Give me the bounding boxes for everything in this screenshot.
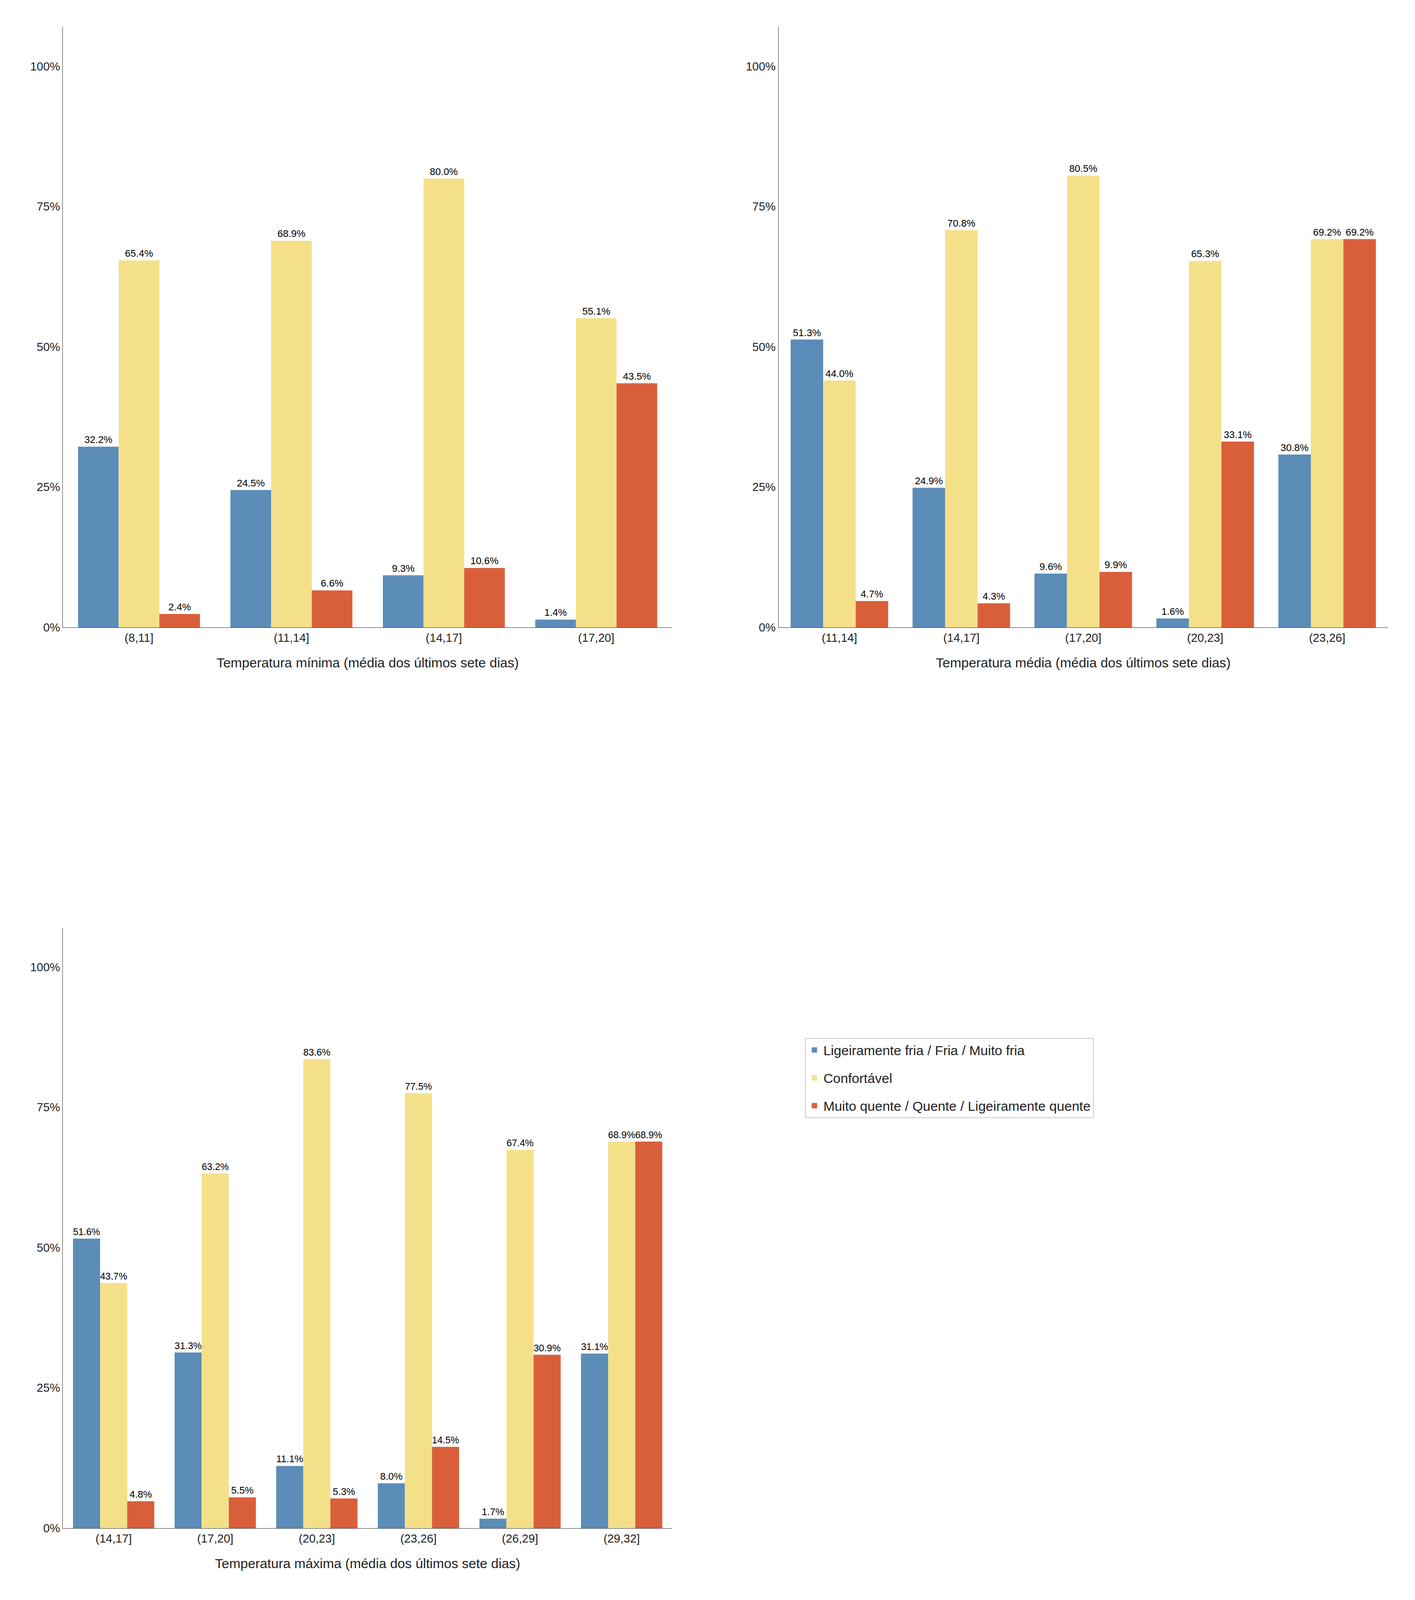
svg-text:69.2%: 69.2% [1345,226,1374,238]
svg-text:(20,23]: (20,23] [298,1531,336,1546]
svg-text:31.1%: 31.1% [581,1341,609,1353]
svg-text:(17,20]: (17,20] [1064,630,1102,645]
svg-text:63.2%: 63.2% [201,1161,229,1173]
svg-text:6.6%: 6.6% [320,577,344,589]
svg-text:30.8%: 30.8% [1280,442,1309,454]
svg-text:24.9%: 24.9% [914,475,943,487]
svg-text:68.9%: 68.9% [608,1129,636,1141]
svg-text:(14,17]: (14,17] [95,1531,132,1546]
svg-text:68.9%: 68.9% [635,1129,662,1141]
svg-text:5.3%: 5.3% [332,1485,355,1498]
svg-text:4.7%: 4.7% [860,588,884,600]
svg-text:25%: 25% [36,480,61,494]
svg-text:30.9%: 30.9% [533,1342,561,1354]
svg-text:11.1%: 11.1% [275,1453,303,1465]
svg-text:(11,14]: (11,14] [821,630,858,645]
svg-text:1.7%: 1.7% [481,1506,504,1518]
svg-text:1.6%: 1.6% [1161,605,1184,618]
svg-text:(17,20]: (17,20] [578,630,615,645]
svg-text:14.5%: 14.5% [432,1434,460,1446]
svg-text:(26,29]: (26,29] [501,1531,539,1546]
svg-text:25%: 25% [752,480,776,494]
svg-text:44.0%: 44.0% [825,367,854,380]
svg-text:31.3%: 31.3% [174,1340,202,1352]
svg-text:65.4%: 65.4% [125,247,154,259]
svg-text:65.3%: 65.3% [1191,248,1219,260]
svg-text:8.0%: 8.0% [380,1470,403,1482]
svg-text:4.3%: 4.3% [982,590,1006,602]
svg-text:43.7%: 43.7% [100,1270,128,1282]
svg-text:25%: 25% [36,1380,61,1395]
svg-text:50%: 50% [36,340,61,354]
svg-text:9.9%: 9.9% [1104,559,1127,571]
svg-text:100%: 100% [30,59,61,74]
svg-text:67.4%: 67.4% [506,1137,534,1149]
svg-text:75%: 75% [36,1100,61,1114]
svg-text:Temperatura máxima (média dos: Temperatura máxima (média dos últimos se… [214,1555,521,1571]
svg-text:(8,11]: (8,11] [124,630,154,645]
svg-text:33.1%: 33.1% [1223,429,1252,441]
svg-text:24.5%: 24.5% [236,477,265,489]
svg-text:70.8%: 70.8% [947,217,976,229]
svg-text:0%: 0% [43,620,61,635]
svg-text:(23,26]: (23,26] [400,1531,437,1546]
svg-text:43.5%: 43.5% [622,370,651,382]
svg-text:(14,17]: (14,17] [943,630,980,645]
svg-text:10.6%: 10.6% [470,555,499,567]
svg-text:0%: 0% [43,1521,61,1535]
svg-text:(20,23]: (20,23] [1187,630,1224,645]
svg-text:Temperatura média (média dos ú: Temperatura média (média dos últimos set… [935,655,1231,671]
svg-text:4.8%: 4.8% [129,1488,152,1500]
svg-text:80.5%: 80.5% [1069,162,1098,175]
svg-text:1.4%: 1.4% [544,606,567,618]
svg-text:Ligeiramente fria / Fria / Mui: Ligeiramente fria / Fria / Muito fria [823,1042,1026,1058]
svg-text:75%: 75% [752,199,776,214]
svg-text:(29,32]: (29,32] [603,1531,640,1546]
svg-text:(17,20]: (17,20] [197,1531,234,1546]
svg-text:(14,17]: (14,17] [425,630,463,645]
svg-text:83.6%: 83.6% [303,1047,331,1058]
svg-text:100%: 100% [745,59,776,74]
svg-text:80.0%: 80.0% [429,166,458,178]
svg-text:9.3%: 9.3% [391,562,415,574]
svg-text:(11,14]: (11,14] [273,630,310,645]
svg-text:69.2%: 69.2% [1313,226,1341,238]
svg-text:50%: 50% [752,340,776,354]
svg-text:68.9%: 68.9% [277,227,306,240]
svg-text:Confortável: Confortável [823,1070,893,1086]
svg-text:32.2%: 32.2% [84,433,113,446]
svg-text:75%: 75% [36,199,61,214]
svg-text:51.3%: 51.3% [792,327,821,339]
svg-text:2.4%: 2.4% [168,601,191,613]
svg-text:Muito quente / Quente / Ligeir: Muito quente / Quente / Ligeiramente que… [823,1098,1091,1114]
svg-text:51.6%: 51.6% [73,1226,101,1238]
svg-text:100%: 100% [30,960,61,974]
svg-text:(23,26]: (23,26] [1309,630,1346,645]
svg-text:5.5%: 5.5% [231,1484,254,1496]
svg-text:77.5%: 77.5% [404,1081,432,1092]
svg-text:50%: 50% [36,1240,61,1255]
svg-text:55.1%: 55.1% [582,305,610,317]
svg-text:9.6%: 9.6% [1039,560,1062,573]
svg-text:0%: 0% [758,620,776,635]
svg-text:Temperatura mínima (média dos: Temperatura mínima (média dos últimos se… [216,655,519,671]
